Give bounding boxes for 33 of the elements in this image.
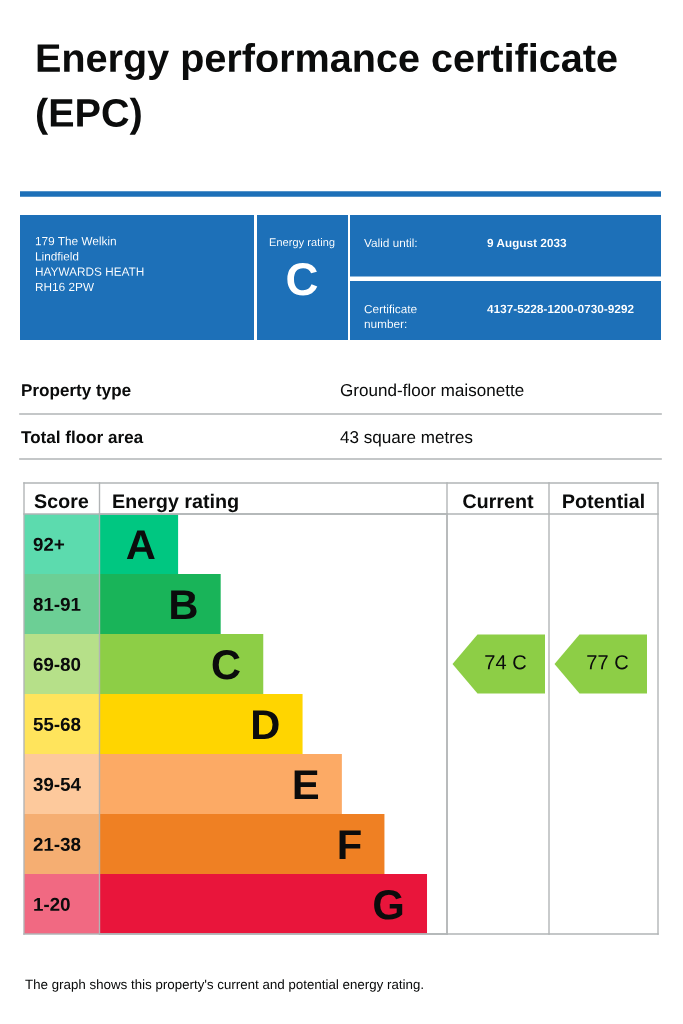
y-tick-label: 39-54 bbox=[33, 777, 81, 791]
text: 4137-5228-1200-0730-9292 bbox=[487, 304, 634, 314]
text: C bbox=[287, 263, 318, 296]
annotation: F bbox=[339, 830, 361, 860]
text: Energy performance certificate (EPC) bbox=[36, 43, 617, 135]
annotation: D bbox=[253, 710, 279, 740]
y-tick-label: 55-68 bbox=[33, 717, 81, 731]
text: 9 August 2033 bbox=[487, 238, 567, 250]
text: Potential bbox=[563, 493, 644, 509]
y-tick-label: 81-91 bbox=[33, 597, 81, 611]
text: Energy rating bbox=[269, 237, 335, 249]
y-tick-label: 21-38 bbox=[33, 837, 81, 851]
text: 43 square metres bbox=[340, 431, 473, 447]
x-axis-title: Energy rating bbox=[113, 493, 238, 513]
text: The graph shows this property's current and potential energy rating. bbox=[25, 979, 423, 992]
text: Total floor area bbox=[21, 430, 144, 444]
y-tick-label: 1-20 bbox=[34, 897, 70, 911]
text: 74 C bbox=[485, 655, 526, 670]
text: Ground-floor maisonette bbox=[340, 383, 524, 397]
annotation: C bbox=[212, 650, 240, 680]
y-tick-label: 69-80 bbox=[33, 657, 81, 671]
annotation: G bbox=[374, 890, 403, 920]
text: Property type bbox=[22, 384, 131, 400]
y-tick-label: 92+ bbox=[33, 537, 65, 551]
y-axis-title: Score bbox=[34, 494, 89, 509]
annotation: A bbox=[126, 530, 155, 560]
text: Valid until: bbox=[364, 238, 417, 248]
text: 179 The Welkin Lindfield HAYWARDS HEATH RH16 2PW bbox=[35, 236, 144, 292]
annotation: E bbox=[294, 770, 319, 800]
text: Current bbox=[463, 494, 534, 509]
text: 77 C bbox=[587, 655, 628, 670]
text: Certificate number: bbox=[364, 304, 417, 329]
annotation: B bbox=[171, 590, 197, 620]
